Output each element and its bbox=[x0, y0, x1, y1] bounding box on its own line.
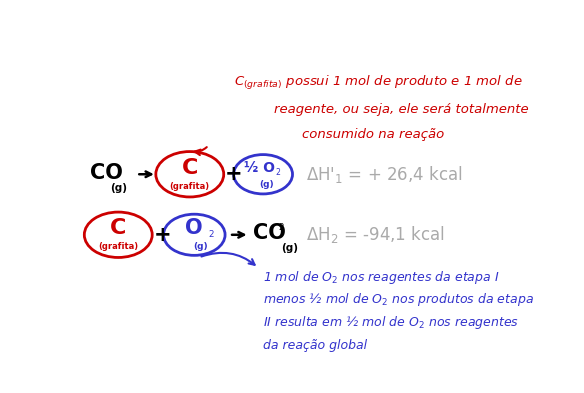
Text: C: C bbox=[182, 158, 198, 178]
Text: menos ½ mol de O$_2$ nos produtos da etapa: menos ½ mol de O$_2$ nos produtos da eta… bbox=[263, 291, 534, 309]
Text: $_2$: $_2$ bbox=[277, 220, 284, 233]
Text: CO: CO bbox=[90, 163, 123, 183]
Text: $_2$: $_2$ bbox=[275, 167, 281, 179]
Text: (g): (g) bbox=[259, 180, 274, 189]
Text: 1 mol de O$_2$ nos reagentes da etapa I: 1 mol de O$_2$ nos reagentes da etapa I bbox=[263, 269, 500, 286]
Text: +: + bbox=[225, 164, 242, 184]
Text: $\Delta$H$_2$ = -94,1 kcal: $\Delta$H$_2$ = -94,1 kcal bbox=[306, 224, 445, 245]
Text: da reação global: da reação global bbox=[263, 339, 367, 352]
Text: C: C bbox=[110, 218, 127, 238]
Text: O: O bbox=[186, 218, 203, 238]
Text: (g): (g) bbox=[281, 243, 298, 253]
Text: $C_{(grafita)}$ possui 1 mol de produto e 1 mol de: $C_{(grafita)}$ possui 1 mol de produto … bbox=[234, 74, 522, 92]
Text: II resulta em ½ mol de O$_2$ nos reagentes: II resulta em ½ mol de O$_2$ nos reagent… bbox=[263, 314, 519, 331]
Text: CO: CO bbox=[253, 223, 286, 243]
Text: $\Delta$H'$_1$ = + 26,4 kcal: $\Delta$H'$_1$ = + 26,4 kcal bbox=[306, 164, 463, 185]
Text: reagente, ou seja, ele será totalmente: reagente, ou seja, ele será totalmente bbox=[274, 103, 529, 116]
Text: consumido na reação: consumido na reação bbox=[301, 129, 444, 141]
Text: (g): (g) bbox=[110, 183, 127, 193]
Text: (grafita): (grafita) bbox=[98, 242, 138, 252]
Text: ½ O: ½ O bbox=[244, 161, 275, 175]
Text: (g): (g) bbox=[193, 242, 207, 251]
Text: +: + bbox=[154, 225, 172, 245]
Text: $_2$: $_2$ bbox=[208, 227, 215, 240]
Text: (grafita): (grafita) bbox=[170, 182, 210, 191]
